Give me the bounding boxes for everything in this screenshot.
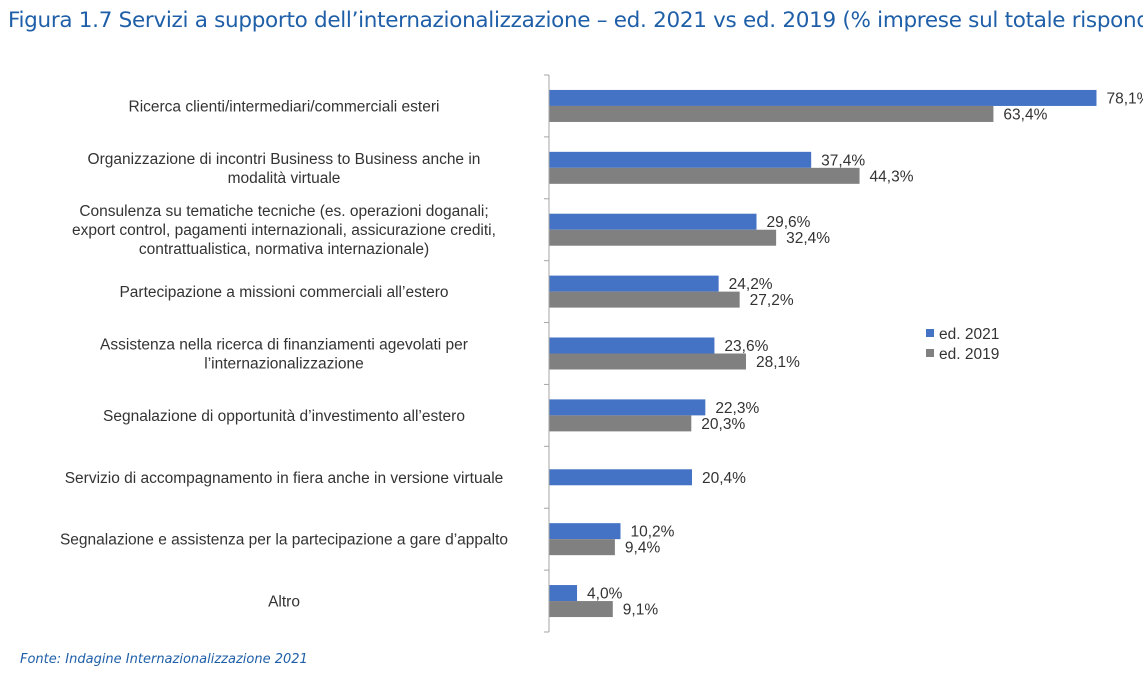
bar-ed2019-0 [549,105,994,122]
bar-ed2019-5 [549,415,692,432]
value-label-ed2019-4: 28,1% [756,354,800,371]
value-label-ed2021-8: 4,0% [587,586,623,603]
category-label-line: modalità virtuale [228,170,341,187]
category-label-line: Segnalazione di opportunità d’investimen… [103,408,465,425]
legend: ed. 2021 ed. 2019 [926,326,999,363]
category-label-line: export control, pagamenti internazionali… [72,222,496,239]
category-label-line: l’internazionalizzazione [204,356,363,373]
category-labels: Ricerca clienti/intermediari/commerciali… [60,98,508,610]
value-label-ed2019-7: 9,4% [625,540,661,557]
bar-ed2019-4 [549,353,746,370]
category-label-1: Organizzazione di incontri Business to B… [88,151,481,187]
value-label-ed2019-0: 63,4% [1003,106,1047,123]
bar-ed2021-6 [549,469,693,486]
category-label-6: Servizio di accompagnamento in fiera anc… [65,470,504,487]
category-label-5: Segnalazione di opportunità d’investimen… [103,408,465,425]
value-label-ed2021-2: 29,6% [766,214,810,231]
legend-label-ed2019: ed. 2019 [939,346,999,363]
value-label-ed2019-2: 32,4% [786,230,830,247]
bar-ed2021-3 [549,275,719,292]
value-label-ed2021-5: 22,3% [715,400,759,417]
legend-swatch-ed2021 [926,329,934,337]
value-label-ed2021-7: 10,2% [631,524,675,541]
bar-ed2021-2 [549,213,757,230]
value-label-ed2021-6: 20,4% [702,470,746,487]
category-label-line: Organizzazione di incontri Business to B… [88,151,481,168]
bar-ed2019-2 [549,229,777,246]
category-label-line: Servizio di accompagnamento in fiera anc… [65,470,504,487]
category-label-line: contrattualistica, normativa internazion… [139,241,429,258]
bar-ed2019-3 [549,291,740,308]
category-label-line: Consulenza su tematiche tecniche (es. op… [79,203,488,220]
value-label-ed2019-1: 44,3% [870,168,914,185]
bar-ed2021-1 [549,151,812,168]
category-label-line: Assistenza nella ricerca di finanziament… [100,337,468,354]
bar-ed2019-1 [549,167,860,184]
category-label-2: Consulenza su tematiche tecniche (es. op… [72,203,496,258]
bar-ed2019-8 [549,601,613,618]
value-label-ed2019-5: 20,3% [701,416,745,433]
source-note: Fonte: Indagine Internazionalizzazione 2… [20,652,308,667]
category-label-line: Segnalazione e assistenza per la parteci… [60,532,508,549]
y-axis-ticks [544,74,549,633]
bar-ed2021-5 [549,399,706,416]
bar-ed2019-7 [549,539,615,556]
category-label-7: Segnalazione e assistenza per la parteci… [60,532,508,549]
value-label-ed2021-0: 78,1% [1106,90,1143,107]
value-label-ed2019-3: 27,2% [750,292,794,309]
value-label-ed2021-4: 23,6% [724,338,768,355]
legend-label-ed2021: ed. 2021 [939,326,999,343]
value-labels: 78,1% 63,4% 37,4% 44,3% 29,6%32,4% 24,2%27,2%… [587,90,1143,618]
value-label-ed2021-3: 24,2% [729,276,773,293]
value-label-ed2021-1: 37,4% [821,152,865,169]
category-label-line: Altro [268,594,300,611]
bar-ed2021-8 [549,585,578,602]
bar-ed2021-7 [549,523,621,540]
category-label-4: Assistenza nella ricerca di finanziament… [100,337,468,373]
category-label-line: Ricerca clienti/intermediari/commerciali… [129,98,440,115]
bar-ed2021-4 [549,337,715,354]
category-label-8: Altro [268,594,300,611]
category-label-3: Partecipazione a missioni commerciali al… [119,284,448,301]
category-label-line: Partecipazione a missioni commerciali al… [119,284,448,301]
category-label-0: Ricerca clienti/intermediari/commerciali… [129,98,440,115]
bar-ed2021-0 [549,89,1097,106]
bars-group [549,89,1097,618]
legend-swatch-ed2019 [926,349,934,357]
chart-title: Figura 1.7 Servizi a supporto dell’inter… [8,8,1143,33]
value-label-ed2019-8: 9,1% [623,602,659,619]
